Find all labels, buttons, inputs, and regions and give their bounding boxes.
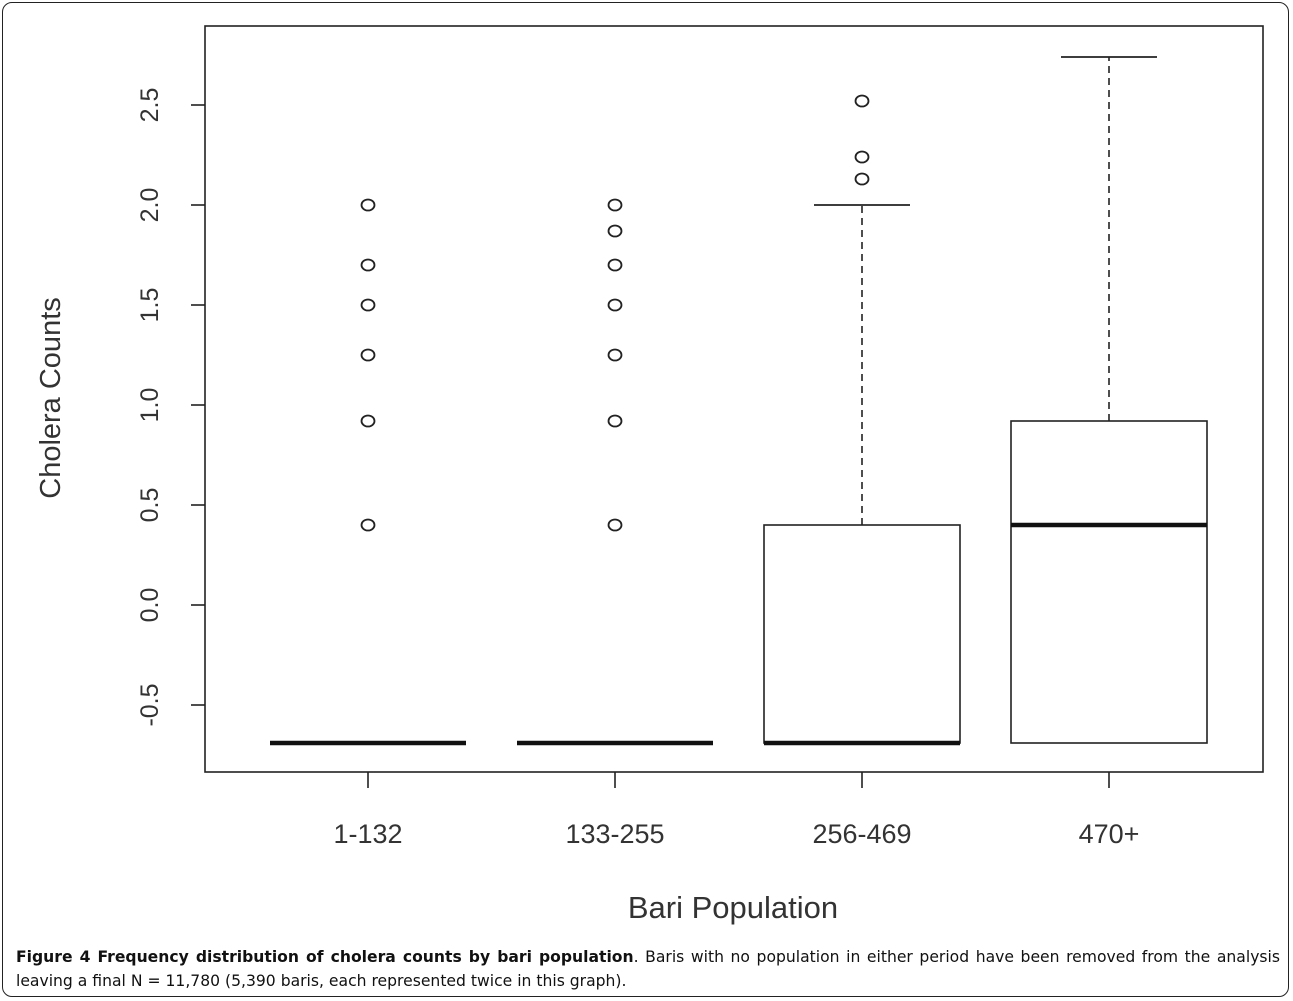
outlier-point [607, 518, 623, 532]
x-axis-label: Bari Population [628, 890, 838, 925]
box-256-469 [763, 94, 961, 746]
figure-caption: Figure 4 Frequency distribution of chole… [16, 945, 1280, 993]
box-133-255 [517, 198, 713, 746]
outlier-point [360, 348, 376, 362]
outlier-point [360, 258, 376, 272]
x-axis: 1-132 133-255 256-469 470+ [333, 772, 1139, 849]
boxes [270, 56, 1208, 746]
outlier-point [607, 258, 623, 272]
caption-text: . Baris with no population in either per… [16, 948, 1280, 990]
y-tick-label: 1.5 [136, 288, 164, 323]
box-rect [763, 524, 961, 744]
outlier-point [854, 150, 870, 164]
outlier-point [854, 172, 870, 186]
outlier-point [607, 198, 623, 212]
outlier-point [360, 298, 376, 312]
y-tick-label: 0.0 [136, 588, 164, 623]
caption-label: Figure 4 Frequency distribution of chole… [16, 948, 634, 966]
plot-area-border [204, 25, 1264, 773]
y-axis: -0.5 0.0 0.5 1.0 1.5 2.0 2.5 [136, 88, 205, 727]
box-rect [1010, 420, 1208, 744]
x-tick-label: 256-469 [812, 819, 911, 849]
box-470+ [1010, 56, 1208, 744]
x-tick-label: 470+ [1079, 819, 1140, 849]
y-tick-label: -0.5 [136, 683, 164, 726]
y-tick-label: 2.0 [136, 188, 164, 223]
outlier-point [360, 198, 376, 212]
outlier-point [360, 518, 376, 532]
y-axis-label: Cholera Counts [35, 297, 67, 499]
box-1-132 [270, 198, 466, 746]
outlier-point [854, 94, 870, 108]
outlier-point [607, 348, 623, 362]
outlier-point [607, 414, 623, 428]
y-tick-label: 0.5 [136, 488, 164, 523]
outlier-point [360, 414, 376, 428]
y-tick-label: 1.0 [136, 388, 164, 423]
outlier-point [607, 224, 623, 238]
boxplot-chart: -0.5 0.0 0.5 1.0 1.5 2.0 2.5 1-132 133-255 256-4… [35, 25, 1264, 925]
outlier-point [607, 298, 623, 312]
y-tick-label: 2.5 [136, 88, 164, 123]
x-tick-label: 1-132 [333, 819, 402, 849]
x-tick-label: 133-255 [565, 819, 664, 849]
